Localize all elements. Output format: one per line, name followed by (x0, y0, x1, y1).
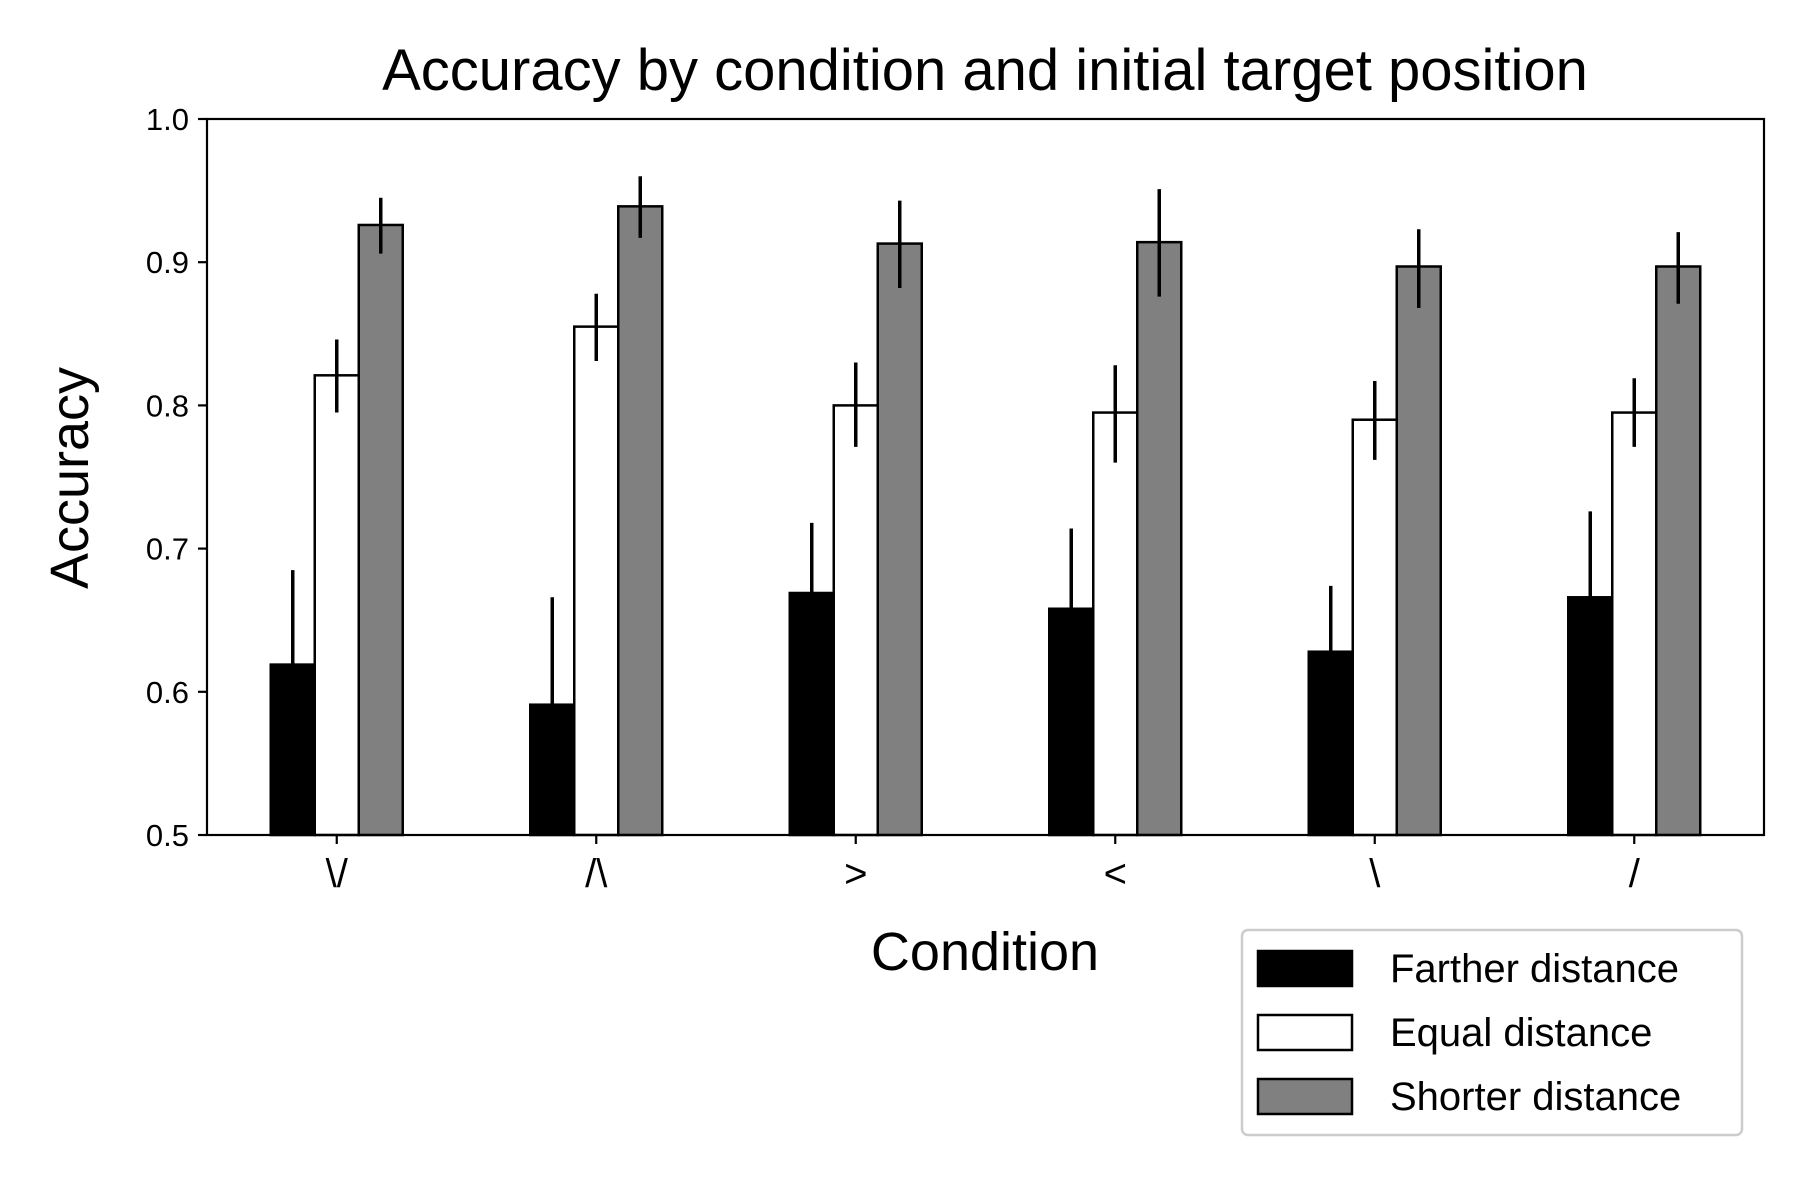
y-tick-label-4: 0.8 (146, 388, 189, 423)
legend-swatch-2 (1256, 1013, 1354, 1052)
bar-3-5 (1395, 265, 1442, 837)
y-tick-label-3: 0.7 (146, 532, 189, 567)
bar-2-1 (313, 374, 360, 837)
legend-swatch-1 (1256, 949, 1354, 988)
bar-2-5 (1351, 418, 1398, 837)
legend-label-1: Farther distance (1390, 947, 1679, 991)
x-tick-label-2: /\ (585, 852, 608, 896)
y-tick-label-6: 1.0 (146, 102, 189, 137)
bar-3-4 (1136, 240, 1183, 837)
bar-1-1 (269, 663, 316, 837)
y-tick-label-1: 0.5 (146, 818, 189, 853)
bar-3-6 (1655, 265, 1702, 837)
x-tick-label-5: \ (1369, 852, 1381, 896)
x-tick-label-6: / (1629, 852, 1641, 896)
bar-3-1 (357, 223, 404, 837)
bar-1-2 (529, 703, 576, 837)
legend-label-3: Shorter distance (1390, 1075, 1681, 1119)
bar-1-6 (1567, 596, 1614, 837)
y-axis-label: Accuracy (40, 367, 100, 589)
bar-3-2 (617, 205, 664, 837)
legend-label-2: Equal distance (1390, 1011, 1652, 1055)
bar-1-3 (788, 591, 835, 837)
bar-2-2 (573, 325, 620, 837)
plot-frame (205, 117, 1766, 837)
bar-1-4 (1048, 607, 1095, 837)
y-tick-label-2: 0.6 (146, 675, 189, 710)
bar-2-3 (832, 404, 879, 837)
bar-2-4 (1092, 411, 1139, 837)
y-tick-label-5: 0.9 (146, 245, 189, 280)
chart-title: Accuracy by condition and initial target… (382, 38, 1588, 103)
plot-area: 0.50.60.70.80.91.0\//\ > < \ / (146, 102, 1766, 896)
bar-1-5 (1307, 650, 1354, 837)
legend-swatch-3 (1256, 1077, 1354, 1116)
bar-2-6 (1611, 411, 1658, 837)
legend: Farther distance Equal distance Shorter di… (1240, 928, 1744, 1137)
x-tick-label-4: < (1104, 852, 1127, 896)
x-tick-label-3: > (844, 852, 867, 896)
bar-3-3 (876, 242, 923, 837)
x-tick-label-1: \/ (326, 852, 349, 896)
legend-box (1240, 928, 1744, 1137)
x-axis-label: Condition (871, 922, 1099, 982)
